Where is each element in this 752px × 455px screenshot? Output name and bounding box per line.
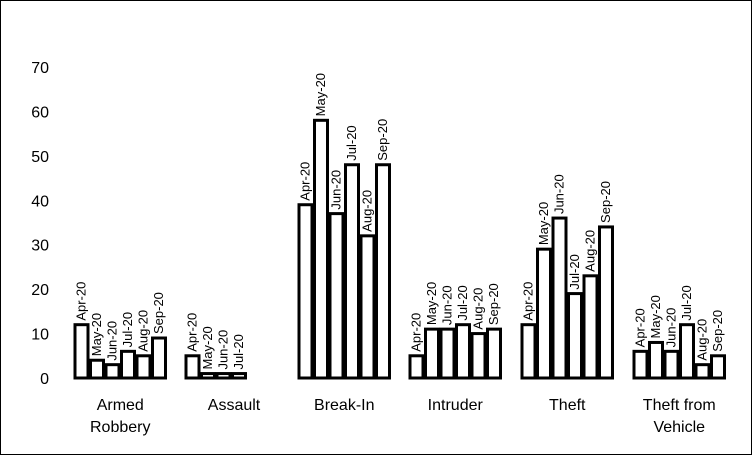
bar-data-label: Jun-20 xyxy=(552,174,567,214)
bar xyxy=(151,336,167,380)
bar xyxy=(679,323,695,380)
category-label: Intruder xyxy=(428,397,484,414)
bar-data-label: Jun-20 xyxy=(664,308,679,348)
bar xyxy=(663,349,680,380)
bar xyxy=(344,163,360,380)
y-tick-label: 20 xyxy=(31,282,49,299)
bar xyxy=(694,363,711,380)
bar-data-label: Aug-20 xyxy=(583,230,598,272)
bar xyxy=(648,340,664,380)
bar xyxy=(632,349,649,380)
bar xyxy=(455,323,471,380)
category-label: Armed xyxy=(97,397,144,414)
y-tick-label: 30 xyxy=(31,238,49,255)
bar-data-label: May-20 xyxy=(200,326,215,369)
bar xyxy=(120,349,136,380)
bar xyxy=(297,203,314,380)
category-label: Theft xyxy=(549,397,586,414)
category-label: Vehicle xyxy=(653,419,705,436)
bar xyxy=(710,354,726,380)
bar-data-label: Jun-20 xyxy=(440,285,455,325)
y-tick-label: 50 xyxy=(31,149,49,166)
bar xyxy=(359,234,376,380)
bar xyxy=(313,118,329,380)
bar xyxy=(104,363,121,380)
bar-data-label: Jul-20 xyxy=(344,125,359,160)
bar-data-label: Jul-20 xyxy=(231,334,246,369)
bar-data-label: Jun-20 xyxy=(105,321,120,361)
bar-data-label: Aug-20 xyxy=(136,310,151,352)
y-tick-label: 60 xyxy=(31,104,49,121)
bar-data-label: Aug-20 xyxy=(360,190,375,232)
y-tick-label: 0 xyxy=(40,371,49,388)
bar-data-label: Apr-20 xyxy=(185,313,200,352)
bar xyxy=(439,327,456,380)
bar-data-label: Aug-20 xyxy=(695,319,710,361)
bar-data-label: Apr-20 xyxy=(633,308,648,347)
category-label: Assault xyxy=(208,397,261,414)
bar-data-label: Apr-20 xyxy=(409,313,424,352)
bar-data-label: Aug-20 xyxy=(471,288,486,330)
bar xyxy=(486,327,502,380)
bar xyxy=(520,323,537,380)
bar xyxy=(567,292,583,380)
y-tick-label: 40 xyxy=(31,193,49,210)
bar xyxy=(408,354,425,380)
bar-data-label: Jun-20 xyxy=(216,330,231,370)
y-tick-label: 70 xyxy=(31,60,49,77)
bar-data-label: May-20 xyxy=(536,202,551,245)
bar-data-label: May-20 xyxy=(648,295,663,338)
bar xyxy=(73,323,90,380)
bar-data-label: Sep-20 xyxy=(710,310,725,352)
bar-data-label: May-20 xyxy=(89,313,104,356)
bar xyxy=(551,216,568,380)
bar-data-label: Jul-20 xyxy=(120,312,135,347)
bar xyxy=(184,354,201,380)
bar xyxy=(598,225,614,380)
category-label: Break-In xyxy=(314,397,374,414)
bar xyxy=(375,163,391,380)
bar xyxy=(328,212,345,380)
bar xyxy=(231,372,247,380)
bar-data-label: Apr-20 xyxy=(521,282,536,321)
bar-data-label: Jul-20 xyxy=(567,254,582,289)
bar xyxy=(135,354,152,380)
bar-data-label: Jun-20 xyxy=(329,170,344,210)
bar xyxy=(536,247,552,380)
bar-data-label: Sep-20 xyxy=(598,181,613,223)
bar xyxy=(215,372,232,380)
bar-data-label: Apr-20 xyxy=(74,282,89,321)
bar-data-label: May-20 xyxy=(424,282,439,325)
bar-data-label: Jul-20 xyxy=(455,285,470,320)
bar-data-label: Sep-20 xyxy=(151,292,166,334)
bar-data-label: Sep-20 xyxy=(486,283,501,325)
bar-data-label: Jul-20 xyxy=(679,285,694,320)
bar xyxy=(89,358,105,380)
bar xyxy=(424,327,440,380)
category-label: Robbery xyxy=(90,419,150,436)
bar-data-label: May-20 xyxy=(313,73,328,116)
bar xyxy=(200,372,216,380)
bar-data-label: Apr-20 xyxy=(298,162,313,201)
bar-data-label: Sep-20 xyxy=(375,119,390,161)
category-label: Theft from xyxy=(643,397,716,414)
bar xyxy=(470,332,487,380)
y-tick-label: 10 xyxy=(31,327,49,344)
bar xyxy=(582,274,599,380)
